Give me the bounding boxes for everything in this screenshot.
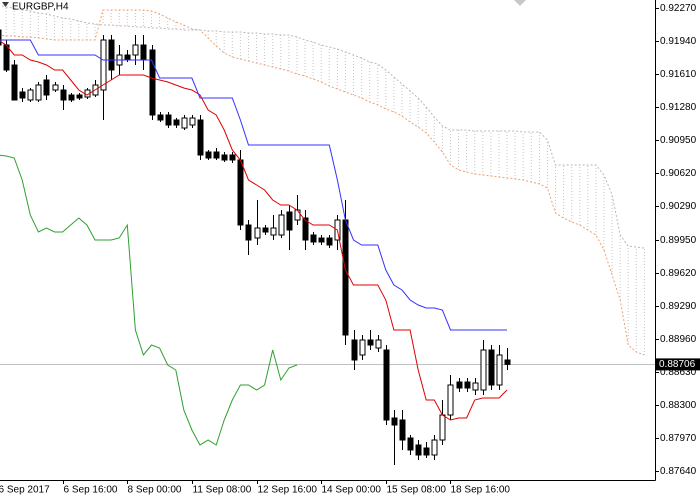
candle-body bbox=[351, 339, 358, 361]
candle-body bbox=[456, 381, 463, 389]
candle-body bbox=[310, 234, 317, 243]
candle-body bbox=[496, 354, 503, 386]
x-tick-label: 8 Sep 00:00 bbox=[128, 485, 182, 496]
candle-body bbox=[60, 89, 67, 101]
y-tick-label: 0.91940 bbox=[660, 36, 697, 47]
plot-area bbox=[0, 4, 655, 465]
x-tick-label: 18 Sep 16:00 bbox=[451, 485, 511, 496]
candle-body bbox=[68, 94, 75, 101]
candle-body bbox=[132, 44, 139, 56]
indicator-line bbox=[0, 154, 298, 446]
candle-body bbox=[108, 39, 115, 71]
cloud-edge bbox=[0, 9, 645, 356]
candle-body bbox=[43, 79, 50, 96]
scroll-marker[interactable] bbox=[514, 0, 526, 6]
y-tick-label: 0.90290 bbox=[660, 201, 697, 212]
candle-body bbox=[229, 154, 236, 161]
y-tick-label: 0.90950 bbox=[660, 135, 697, 146]
candle-body bbox=[140, 44, 147, 61]
candle-body bbox=[342, 219, 349, 336]
candle-body bbox=[326, 237, 333, 246]
candle-body bbox=[367, 339, 374, 346]
indicator-line bbox=[0, 40, 508, 421]
y-tick-label: 0.87640 bbox=[660, 466, 697, 477]
y-tick-label: 0.89620 bbox=[660, 268, 697, 279]
indicator-line bbox=[0, 39, 507, 331]
candle-body bbox=[76, 94, 83, 99]
candle-body bbox=[480, 349, 487, 391]
symbol-icon bbox=[2, 2, 9, 7]
candle-body bbox=[383, 349, 390, 421]
candle-body bbox=[213, 151, 220, 159]
candle-body bbox=[254, 227, 261, 239]
axes: 0.92270 0.91940 0.91610 0.91280 0.90950 0.906… bbox=[0, 3, 700, 496]
candle-body bbox=[488, 349, 495, 386]
candle-body bbox=[447, 384, 454, 416]
candle-body bbox=[165, 114, 172, 126]
candle-body bbox=[431, 439, 438, 456]
y-tick-label: 0.91280 bbox=[660, 102, 697, 113]
candle-body bbox=[415, 444, 422, 456]
candle-body bbox=[221, 154, 228, 161]
candle-body bbox=[278, 214, 285, 236]
candle-body bbox=[27, 89, 34, 101]
candle-body bbox=[245, 224, 252, 241]
y-tick-label: 0.88300 bbox=[660, 400, 697, 411]
candle-body bbox=[423, 447, 430, 456]
x-tick-label: 15 Sep 08:00 bbox=[387, 485, 447, 496]
candle-body bbox=[124, 54, 131, 61]
candle-body bbox=[359, 339, 366, 356]
candle-body bbox=[464, 381, 471, 389]
y-tick-label: 0.88960 bbox=[660, 334, 697, 345]
candle-body bbox=[262, 227, 269, 233]
candle-body bbox=[399, 419, 406, 441]
candle-body bbox=[149, 49, 156, 116]
candle-body bbox=[3, 44, 10, 71]
y-tick-label: 0.89290 bbox=[660, 301, 697, 312]
candle-body bbox=[270, 227, 277, 236]
candle-body bbox=[52, 84, 59, 91]
candle-body bbox=[100, 39, 107, 91]
candle-body bbox=[157, 114, 164, 121]
candle-body bbox=[391, 417, 398, 426]
last-price-box bbox=[656, 358, 700, 371]
chart-title: EURGBP,H4 bbox=[12, 2, 69, 13]
candle-body bbox=[35, 84, 42, 101]
candle-body bbox=[472, 382, 479, 391]
candle-body bbox=[173, 119, 180, 126]
y-tick-label: 0.91610 bbox=[660, 69, 697, 80]
cloud-edge bbox=[0, 4, 645, 249]
x-tick-label: 12 Sep 16:00 bbox=[258, 485, 318, 496]
y-tick-label: 0.87970 bbox=[660, 433, 697, 444]
y-tick-label: 0.92270 bbox=[660, 3, 697, 14]
candle-body bbox=[237, 159, 244, 226]
candle-body bbox=[19, 91, 26, 99]
candle-body bbox=[11, 64, 18, 101]
y-tick-label: 0.89950 bbox=[660, 235, 697, 246]
x-tick-label: 6 Sep 16:00 bbox=[64, 485, 118, 496]
last-price-label: 0.88706 bbox=[659, 359, 696, 370]
candle-body bbox=[504, 359, 511, 365]
y-tick-label: 0.88630 bbox=[660, 367, 697, 378]
x-tick-label: 11 Sep 08:00 bbox=[193, 485, 252, 496]
candle-body bbox=[189, 117, 196, 126]
candle-body bbox=[181, 117, 188, 129]
x-tick-label: 14 Sep 00:00 bbox=[322, 485, 382, 496]
candle-body bbox=[318, 237, 325, 243]
candle-body bbox=[197, 119, 204, 156]
candle-body bbox=[407, 437, 414, 451]
y-tick-label: 0.90620 bbox=[660, 168, 697, 179]
candle-body bbox=[439, 414, 446, 441]
candle-body bbox=[375, 339, 382, 349]
candle-body bbox=[294, 209, 301, 221]
candle-body bbox=[286, 211, 293, 231]
candle-body bbox=[0, 29, 2, 46]
x-tick-label: 6 Sep 2017 bbox=[0, 485, 50, 496]
candle-body bbox=[302, 217, 309, 241]
candle-body bbox=[205, 151, 212, 159]
